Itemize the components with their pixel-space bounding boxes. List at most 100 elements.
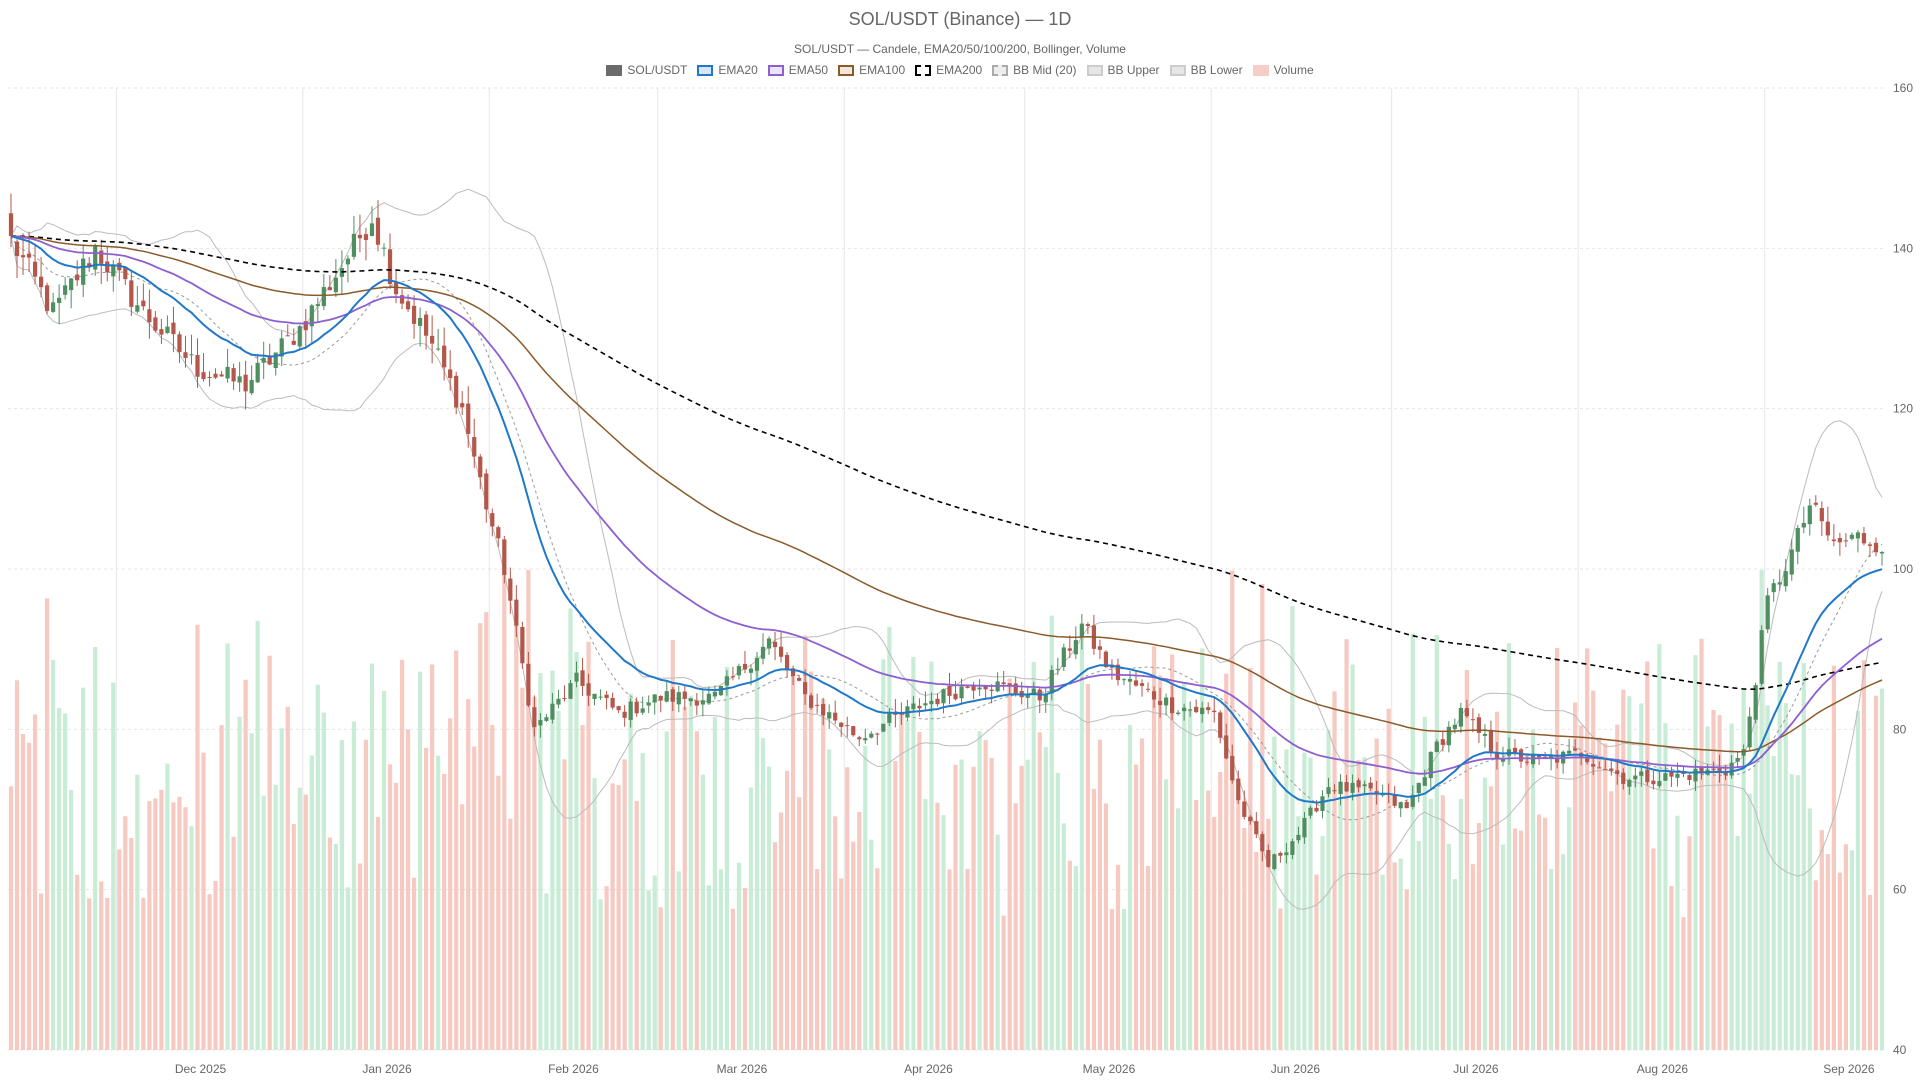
candle-body (1452, 724, 1457, 729)
candle-body (1230, 755, 1235, 781)
volume-bar (1687, 836, 1692, 1050)
candle-body (815, 704, 820, 706)
candle-body (484, 473, 489, 510)
candle-body (261, 357, 266, 363)
candle-body (736, 666, 742, 676)
candle-body (1067, 648, 1072, 651)
volume-bar (327, 837, 332, 1050)
legend-item-ema100[interactable]: EMA100 (838, 63, 905, 77)
volume-bar (1452, 879, 1457, 1050)
x-tick-label: Dec 2025 (175, 1062, 227, 1076)
candle-body (1260, 834, 1265, 852)
candle-body (754, 658, 760, 671)
legend-item-bb-mid-20-[interactable]: BB Mid (20) (992, 63, 1077, 77)
candle-body (514, 599, 519, 626)
candle-body (586, 683, 591, 696)
candle-body (700, 700, 705, 705)
candle-body (93, 246, 98, 270)
candle-body (748, 668, 754, 673)
legend-item-bb-lower[interactable]: BB Lower (1169, 63, 1243, 77)
candle-body (267, 355, 272, 365)
candle-body (724, 676, 730, 686)
volume-bar (339, 740, 344, 1050)
volume-bar (1627, 696, 1632, 1050)
volume-bar (1182, 682, 1187, 1050)
volume-bar (1013, 803, 1018, 1050)
legend-item-volume[interactable]: Volume (1252, 63, 1314, 77)
volume-bar (1573, 702, 1578, 1050)
x-tick-label: Aug 2026 (1637, 1062, 1689, 1076)
candle-body (941, 689, 946, 704)
volume-bar (1139, 738, 1145, 1050)
candle-body (69, 278, 74, 291)
candle-body (430, 335, 435, 344)
candle-body (646, 702, 651, 706)
legend-label: EMA50 (788, 63, 829, 77)
volume-bar (14, 680, 20, 1050)
volume-bar (1224, 673, 1229, 1050)
candle-body (466, 403, 471, 434)
volume-bar (718, 869, 724, 1050)
candle-body (1200, 707, 1205, 715)
volume-bar (1717, 715, 1722, 1050)
volume-bar (1410, 633, 1415, 1050)
legend-item-sol-usdt[interactable]: SOL/USDT (606, 63, 687, 77)
candle-body (225, 366, 230, 379)
volume-bar (640, 753, 645, 1050)
volume-bar (1873, 695, 1879, 1050)
volume-bar (1362, 757, 1367, 1050)
candle-body (255, 362, 260, 383)
volume-bar (1212, 816, 1217, 1050)
legend-item-bb-upper[interactable]: BB Upper (1086, 63, 1160, 77)
y-tick-label: 140 (1893, 241, 1913, 255)
volume-bar (1422, 716, 1427, 1050)
volume-bar (1121, 908, 1127, 1050)
candle-body (1097, 646, 1103, 650)
candle-body (821, 703, 826, 716)
volume-bar (1218, 772, 1223, 1050)
candle-body (664, 691, 669, 702)
candle-body (538, 720, 543, 726)
candle-body (32, 261, 38, 277)
volume-bar (1825, 854, 1830, 1050)
volume-bar (279, 728, 284, 1050)
volume-bar (207, 894, 212, 1050)
legend-item-ema20[interactable]: EMA20 (697, 63, 758, 77)
candle-body (1723, 771, 1728, 776)
candle-body (658, 695, 663, 701)
chart-subtitle: SOL/USDT — Candele, EMA20/50/100/200, Bo… (794, 42, 1126, 56)
candle-body (676, 692, 681, 705)
candle-body (574, 672, 579, 682)
candle-body (1236, 778, 1241, 801)
volume-bar (237, 716, 242, 1050)
volume-bar (1302, 752, 1307, 1050)
legend-item-ema50[interactable]: EMA50 (767, 63, 829, 77)
candle-body (63, 285, 68, 295)
candle-body (478, 456, 483, 478)
legend-swatch (767, 64, 784, 76)
volume-bar (676, 871, 681, 1050)
candle-body (628, 701, 633, 720)
volume-bar (790, 672, 796, 1050)
candle-body (1500, 758, 1506, 762)
candle-body (1464, 708, 1469, 717)
candle-body (971, 684, 976, 691)
volume-bar (1374, 738, 1379, 1050)
candle-body (1079, 623, 1084, 638)
volume-bar (1867, 894, 1873, 1050)
legend-item-ema200[interactable]: EMA200 (915, 63, 982, 77)
volume-bar (399, 659, 405, 1050)
candle-body (1795, 527, 1800, 552)
volume-bar (1789, 774, 1794, 1050)
volume-bar (1651, 848, 1656, 1050)
volume-bar (1037, 732, 1042, 1050)
ema200-line (10, 235, 1883, 690)
volume-bar (478, 623, 483, 1050)
candle-body (1645, 769, 1650, 783)
candle-body (424, 314, 429, 336)
volume-bar (748, 787, 754, 1050)
legend-swatch (1169, 64, 1186, 76)
volume-bar (1200, 648, 1205, 1050)
candle-body (1308, 807, 1313, 816)
candle-body (1867, 544, 1873, 546)
